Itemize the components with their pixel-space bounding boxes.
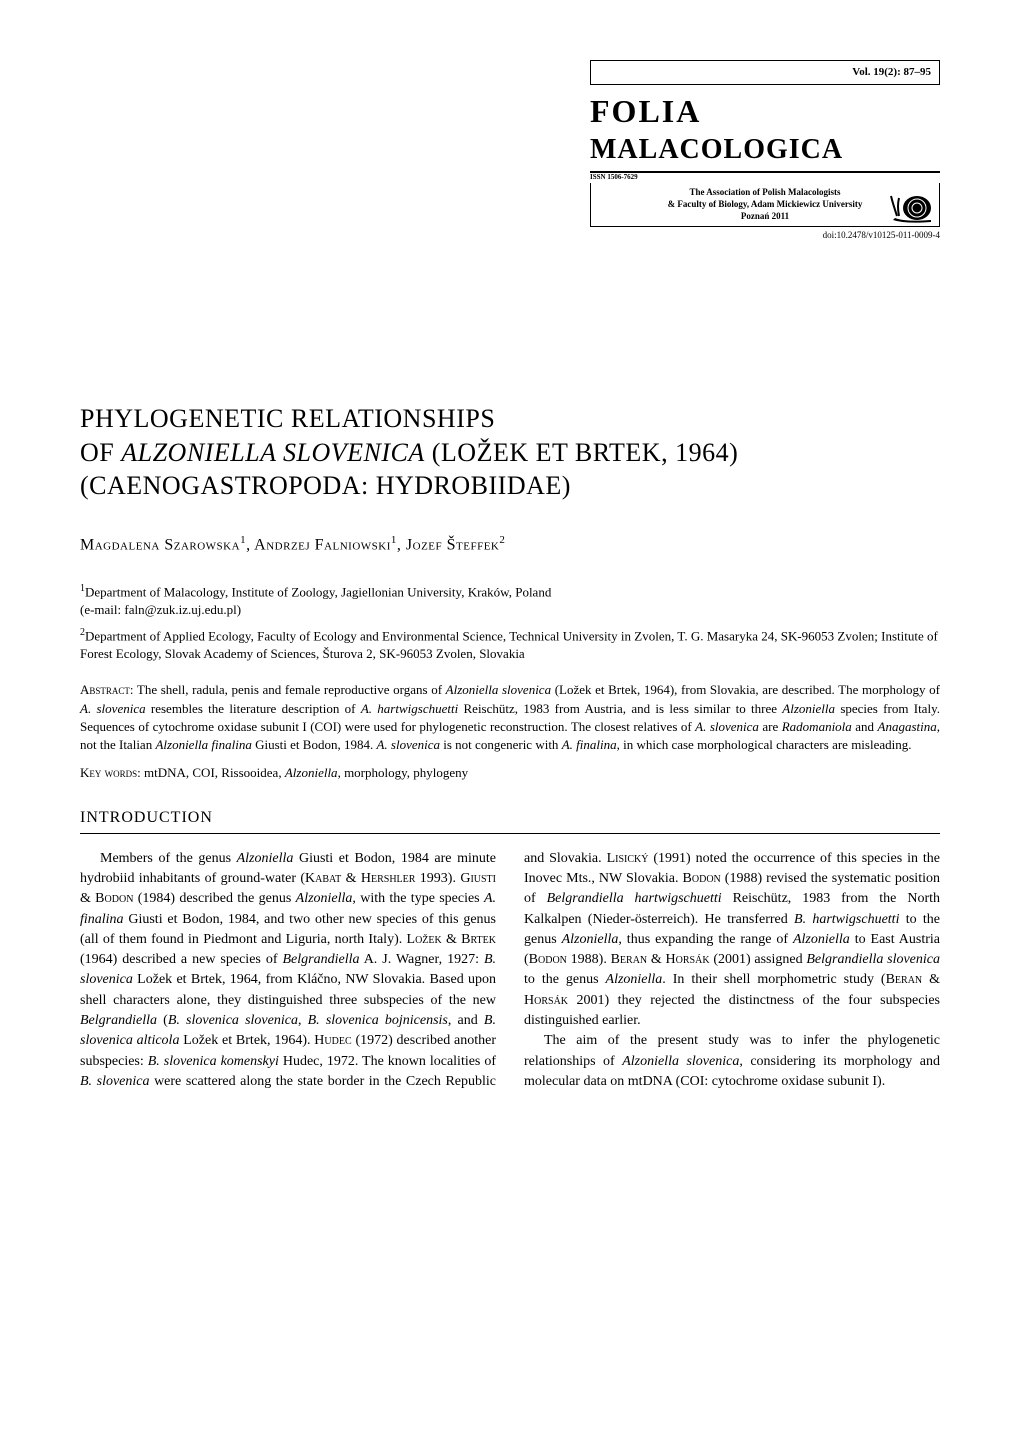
snail-icon [887,188,937,224]
author-2: , Andrzej Falniowski [246,537,391,554]
affil-1-text: Department of Malacology, Institute of Z… [85,584,551,599]
affiliation-2: 2Department of Applied Ecology, Faculty … [80,626,940,664]
title-line-3: (CAENOGASTROPODA: HYDROBIIDAE) [80,471,571,500]
keywords-label: Key words: [80,765,141,780]
journal-name-folia: FOLIA [590,89,940,134]
volume-issue: Vol. 19(2): 87–95 [590,60,940,85]
affiliation-1: 1Department of Malacology, Institute of … [80,582,940,620]
doi: doi:10.2478/v10125-011-0009-4 [590,229,940,242]
title-line-2a: OF [80,438,121,467]
abstract-label: Abstract: [80,682,134,697]
issn: ISSN 1506-7629 [590,173,940,183]
affiliations: 1Department of Malacology, Institute of … [80,582,940,663]
author-3: , Jozef Šteffek [397,537,499,554]
author-1: Magdalena Szarowska [80,537,240,554]
affil-2-text: Department of Applied Ecology, Faculty o… [80,628,938,661]
affil-1-email: (e-mail: faln@zuk.iz.uj.edu.pl) [80,602,241,617]
paper-title: PHYLOGENETIC RELATIONSHIPS OF ALZONIELLA… [80,402,940,503]
journal-logo: FOLIA MALACOLOGICA ISSN 1506-7629 [590,89,940,183]
keywords: Key words: mtDNA, COI, Rissooidea, Alzon… [80,764,940,782]
abstract: Abstract: The shell, radula, penis and f… [80,681,940,754]
authors: Magdalena Szarowska1, Andrzej Falniowski… [80,533,940,557]
author-3-affil: 2 [499,534,505,546]
title-line-2c: (LOŽEK ET BRTEK, 1964) [425,438,738,467]
publisher-line-3: Poznań 2011 [597,211,933,223]
introduction-body: Members of the genus Alzoniella Giusti e… [80,849,940,1093]
publisher-line-1: The Association of Polish Malacologists [597,187,933,199]
intro-paragraph-2: The aim of the present study was to infe… [524,1031,940,1092]
title-species: ALZONIELLA SLOVENICA [121,438,425,467]
publisher-line-2: & Faculty of Biology, Adam Mickiewicz Un… [597,199,933,211]
journal-banner: Vol. 19(2): 87–95 FOLIA MALACOLOGICA ISS… [590,60,940,242]
section-heading-introduction: INTRODUCTION [80,807,940,833]
publisher-block: The Association of Polish Malacologists … [590,183,940,227]
journal-name-malacologica: MALACOLOGICA [590,130,940,173]
title-line-1: PHYLOGENETIC RELATIONSHIPS [80,404,495,433]
